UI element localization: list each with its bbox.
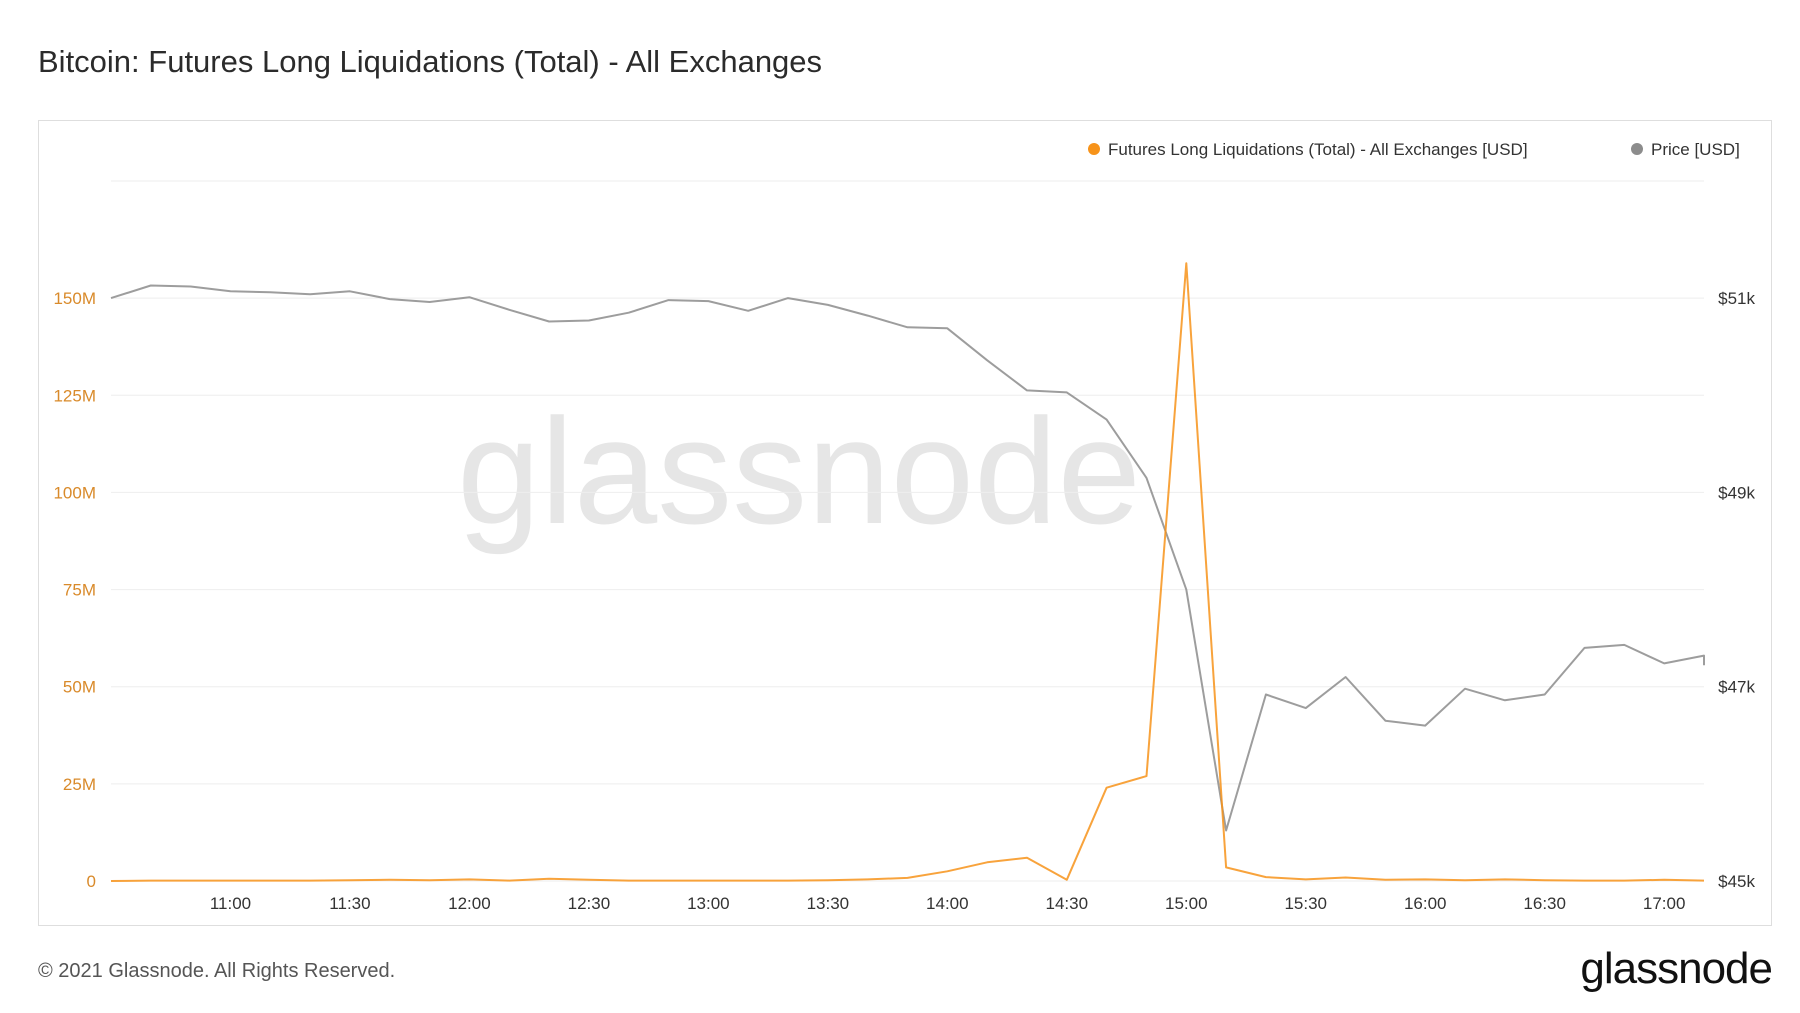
x-tick-label: 13:30 [807,894,850,913]
page-title: Bitcoin: Futures Long Liquidations (Tota… [38,44,823,79]
x-tick-label: 17:00 [1643,894,1686,913]
left-axis: 0 25M 50M 75M 100M 125M 150M [53,289,96,891]
left-tick-label: 150M [53,289,96,308]
legend-dot [1631,143,1643,155]
x-tick-label: 16:00 [1404,894,1447,913]
x-tick-label: 14:30 [1046,894,1089,913]
left-tick-label: 0 [87,872,96,891]
x-tick-label: 12:00 [448,894,491,913]
left-tick-label: 100M [53,483,96,502]
right-tick-label: $45k [1718,872,1755,891]
left-tick-label: 25M [63,775,96,794]
legend[interactable]: Futures Long Liquidations (Total) - All … [1088,140,1740,159]
gridlines [111,180,1704,882]
left-tick-label: 75M [63,581,96,600]
chart[interactable]: glassnode 0 25M 50M 75M 100M 125M 150M $45k $47… [39,121,1773,927]
right-tick-label: $47k [1718,678,1755,697]
watermark: glassnode [457,387,1141,555]
right-axis: $45k $47k $49k $51k [1718,289,1755,891]
brand-logo[interactable]: glassnode [1580,944,1773,993]
x-tick-label: 14:00 [926,894,969,913]
copyright: © 2021 Glassnode. All Rights Reserved. [38,960,396,982]
x-tick-label: 16:30 [1523,894,1566,913]
x-tick-label: 11:00 [210,894,251,913]
x-tick-label: 12:30 [568,894,611,913]
x-axis: 11:00 11:30 12:00 12:30 13:00 13:30 14:00 14:30… [210,894,1686,913]
series-layer [110,262,1705,882]
x-tick-label: 11:30 [329,894,370,913]
legend-label: Price [USD] [1651,140,1740,159]
left-tick-label: 125M [53,386,96,405]
chart-panel: glassnode 0 25M 50M 75M 100M 125M 150M $45k $47… [38,120,1772,926]
price-line [110,284,1705,832]
right-tick-label: $51k [1718,289,1755,308]
x-tick-label: 13:00 [687,894,730,913]
x-tick-label: 15:30 [1284,894,1327,913]
left-tick-label: 50M [63,678,96,697]
right-tick-label: $49k [1718,483,1755,502]
x-tick-label: 15:00 [1165,894,1208,913]
legend-label: Futures Long Liquidations (Total) - All … [1108,140,1528,159]
liquidations-line [110,262,1705,882]
legend-dot [1088,143,1100,155]
